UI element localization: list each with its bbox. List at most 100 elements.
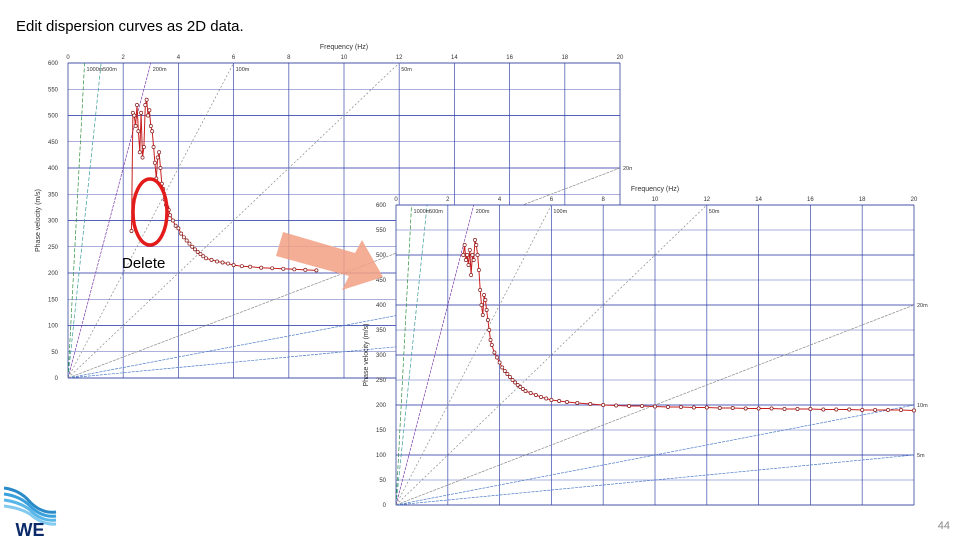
after-y-axis-title: Phase velocity (m/s) bbox=[363, 323, 370, 386]
after-y-tick-label: 50 bbox=[379, 478, 386, 484]
after-y-tick-label: 200 bbox=[376, 403, 387, 409]
after-data-point bbox=[873, 408, 878, 412]
before-y-tick-label: 0 bbox=[55, 376, 59, 382]
after-data-point bbox=[557, 399, 562, 403]
after-data-point bbox=[782, 407, 787, 411]
after-data-point bbox=[467, 248, 472, 252]
before-data-point bbox=[193, 247, 197, 252]
before-wavelength-line bbox=[68, 63, 102, 378]
before-data-point bbox=[139, 110, 144, 115]
before-data-point bbox=[155, 155, 160, 160]
before-data-point bbox=[132, 113, 137, 118]
after-data-point bbox=[588, 402, 593, 406]
after-data-point bbox=[515, 383, 520, 387]
after-x-tick-label: 18 bbox=[859, 197, 866, 203]
after-x-tick-label: 2 bbox=[446, 197, 450, 203]
after-data-point bbox=[497, 360, 502, 365]
after-wavelength-line bbox=[396, 205, 475, 505]
after-y-tick-label: 250 bbox=[376, 378, 387, 384]
after-data-point bbox=[520, 387, 525, 391]
before-data-point bbox=[143, 103, 148, 107]
before-x-axis-title: Frequency (Hz) bbox=[320, 44, 368, 51]
before-wavelength-line bbox=[68, 63, 234, 378]
after-x-tick-label: 20 bbox=[911, 197, 918, 203]
before-data-point bbox=[184, 238, 189, 243]
after-y-tick-label: 300 bbox=[376, 353, 387, 359]
before-data-point bbox=[292, 267, 297, 272]
before-y-axis-title: Phase velocity (m/s) bbox=[35, 189, 42, 252]
after-x-tick-label: 14 bbox=[755, 197, 762, 203]
after-data-point bbox=[485, 318, 490, 322]
before-x-tick-label: 6 bbox=[232, 55, 236, 61]
after-x-tick-label: 6 bbox=[550, 197, 554, 203]
after-data-point bbox=[474, 243, 479, 247]
before-data-point bbox=[303, 267, 308, 272]
after-data-point bbox=[912, 408, 916, 413]
before-data-point bbox=[157, 150, 162, 155]
after-data-point bbox=[666, 405, 670, 409]
before-wavelength-label: 50m bbox=[401, 67, 412, 73]
after-data-point bbox=[860, 408, 865, 412]
before-data-point bbox=[215, 259, 219, 264]
before-y-tick-label: 250 bbox=[48, 245, 59, 251]
after-data-point bbox=[518, 385, 523, 389]
after-x-tick-label: 16 bbox=[807, 197, 814, 203]
after-data-point bbox=[899, 408, 904, 412]
delete-highlight-circle[interactable] bbox=[131, 177, 169, 247]
before-data-point bbox=[158, 166, 163, 170]
before-wavelength-label: 1000m bbox=[87, 67, 104, 73]
after-data-point bbox=[488, 338, 493, 342]
company-logo: WE bbox=[2, 484, 58, 540]
after-data-point bbox=[487, 328, 492, 332]
after-wavelength-line bbox=[396, 205, 412, 505]
before-wavelength-line bbox=[68, 63, 85, 378]
before-data-point bbox=[201, 254, 206, 259]
before-data-point bbox=[133, 124, 138, 128]
before-data-point bbox=[148, 124, 153, 128]
after-data-point bbox=[523, 389, 528, 393]
after-data-point bbox=[704, 405, 709, 410]
after-data-point bbox=[795, 407, 800, 411]
after-data-point bbox=[640, 404, 644, 408]
after-data-point bbox=[505, 372, 510, 376]
before-data-point bbox=[220, 260, 225, 265]
before-y-tick-label: 500 bbox=[48, 114, 59, 120]
before-data-point bbox=[248, 264, 253, 269]
after-data-point bbox=[653, 404, 657, 409]
page-number: 44 bbox=[937, 520, 950, 532]
before-x-tick-label: 20 bbox=[617, 55, 624, 61]
before-x-tick-label: 8 bbox=[287, 55, 291, 61]
before-data-point bbox=[187, 241, 192, 246]
before-y-tick-label: 600 bbox=[48, 61, 59, 67]
before-data-point bbox=[181, 235, 186, 240]
after-wavelength-label: 20m bbox=[917, 303, 928, 309]
before-data-point bbox=[209, 257, 214, 262]
dispersion-chart-after[interactable]: 0 2 4 6 8 10 12 14 16 18 20 0 50 100 150 200 250 300 350 40… bbox=[340, 180, 940, 520]
before-x-tick-label: 2 bbox=[122, 55, 126, 61]
after-data-point bbox=[539, 395, 543, 399]
after-data-point bbox=[691, 405, 696, 410]
before-data-point bbox=[190, 244, 195, 249]
before-y-tick-label: 350 bbox=[48, 192, 59, 198]
before-data-point bbox=[150, 129, 155, 134]
after-data-point bbox=[544, 396, 549, 401]
after-x-axis-title: Frequency (Hz) bbox=[631, 186, 679, 193]
before-data-point bbox=[140, 155, 145, 160]
before-y-tick-label: 450 bbox=[48, 140, 59, 146]
after-wavelength-line bbox=[396, 454, 914, 505]
after-y-tick-label: 400 bbox=[376, 303, 387, 309]
after-x-tick-label: 0 bbox=[394, 197, 398, 203]
after-data-point bbox=[479, 303, 484, 307]
before-data-point bbox=[176, 226, 181, 231]
before-data-point bbox=[179, 231, 184, 236]
after-data-point bbox=[489, 343, 494, 347]
after-wavelength-label: 100m bbox=[553, 209, 567, 215]
before-data-point bbox=[141, 145, 146, 149]
after-y-tick-label: 150 bbox=[376, 428, 387, 434]
logo-text: WE bbox=[16, 520, 45, 538]
before-x-tick-label: 16 bbox=[506, 55, 513, 61]
wave-logo-icon: WE bbox=[2, 484, 58, 540]
after-y-tick-label: 0 bbox=[383, 503, 387, 509]
slide-title: Edit dispersion curves as 2D data. bbox=[16, 18, 244, 35]
before-y-tick-label: 550 bbox=[48, 87, 59, 93]
